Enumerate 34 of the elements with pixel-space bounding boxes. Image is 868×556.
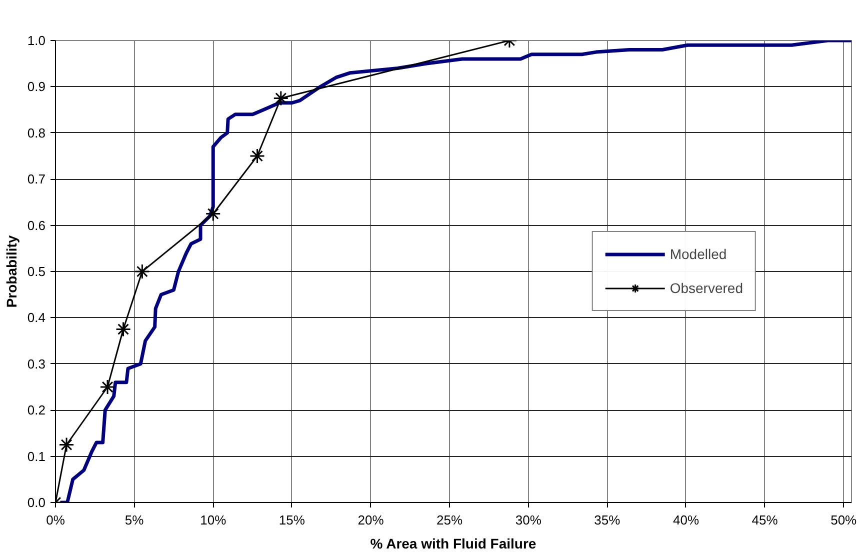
y-tick-label: 0.9	[27, 79, 46, 94]
point	[273, 90, 289, 106]
legend-label: Modelled	[670, 246, 727, 262]
x-tick-label: 0%	[46, 512, 66, 528]
x-tick-label: 30%	[515, 512, 542, 528]
point	[205, 206, 221, 222]
x-tick-label: 5%	[124, 512, 144, 528]
point	[250, 148, 266, 164]
x-tick-label: 15%	[278, 512, 306, 528]
y-tick-label: 0.5	[27, 264, 46, 279]
legend-label: Observered	[670, 280, 743, 296]
y-tick-label: 0.1	[27, 448, 46, 464]
y-tick-label: 0.7	[27, 172, 46, 187]
y-tick-label: 0.2	[27, 402, 46, 418]
x-tick-label: 20%	[358, 512, 384, 528]
x-tick-label: 35%	[594, 512, 621, 528]
y-tick-label: 0.8	[27, 125, 46, 140]
point	[134, 264, 150, 280]
x-tick-label: 50%	[830, 512, 858, 528]
y-tick-label: 0.4	[27, 310, 46, 326]
y-axis-title: Probability	[3, 235, 20, 308]
point	[116, 322, 132, 337]
x-tick-label: 45%	[752, 512, 778, 528]
x-tick-label: 25%	[436, 512, 464, 528]
line-series	[58, 40, 852, 502]
y-tick-label: 1.0	[27, 33, 46, 48]
x-tick-label: 40%	[672, 512, 700, 528]
x-tick-label: 10%	[200, 512, 227, 528]
x-axis-title: % Area with Fluid Failure	[370, 536, 536, 552]
point	[100, 379, 116, 395]
point	[58, 437, 74, 452]
y-tick-label: 0.3	[27, 356, 46, 372]
y-tick-label: 0.0	[27, 495, 46, 510]
y-tick-label: 0.6	[27, 218, 46, 233]
